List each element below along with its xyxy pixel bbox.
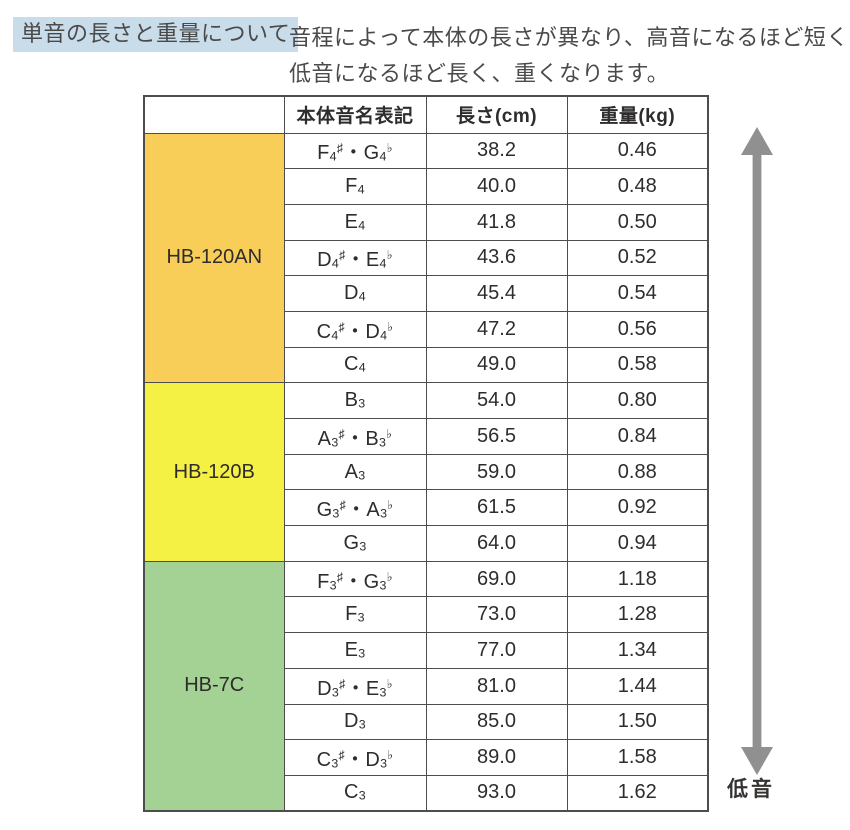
length-cell: 77.0 (425, 632, 568, 669)
description-line-2: 低音になるほど長く、重くなります。 (289, 61, 670, 86)
table-row: C3 93.0 1.62 (144, 774, 709, 812)
note-cell: F3♯・G3♭ (283, 560, 427, 598)
table-row: G3 64.0 0.94 (144, 525, 709, 562)
table-row: HB-7C F3♯・G3♭ 69.0 1.18 (143, 560, 709, 812)
spec-table: 本体音名表記 長さ(cm) 重量(kg) HB-120AN F4♯・G4♭ 38.2… (143, 95, 709, 813)
column-header-weight: 重量(kg) (566, 95, 709, 134)
length-cell: 59.0 (425, 453, 568, 491)
note-cell: G3 (283, 525, 427, 562)
length-cell: 45.4 (425, 275, 568, 312)
note-cell: C3 (283, 774, 427, 812)
length-cell: 69.0 (425, 560, 568, 598)
length-cell: 89.0 (425, 739, 568, 776)
column-header-length: 長さ(cm) (425, 95, 568, 134)
page-title: 単音の長さと重量について (13, 17, 299, 52)
length-cell: 73.0 (425, 596, 568, 634)
low-pitch-label: 低音 (727, 778, 775, 801)
length-cell: 61.5 (425, 489, 568, 527)
table-row: D3♯・E3♭ 81.0 1.44 (144, 667, 709, 705)
weight-cell: 0.80 (566, 382, 709, 419)
note-cell: A3♯・B3♭ (283, 418, 427, 455)
table-row: C3♯・D3♭ 89.0 1.58 (144, 739, 709, 776)
pitch-range-double-arrow-icon (741, 127, 773, 775)
table-row: A3 59.0 0.88 (144, 453, 709, 491)
table-row: E3 77.0 1.34 (144, 632, 709, 669)
note-cell: F4 (283, 168, 427, 205)
length-cell: 64.0 (425, 525, 568, 562)
weight-cell: 0.88 (566, 453, 709, 491)
length-cell: 54.0 (425, 382, 568, 419)
weight-cell: 1.62 (566, 774, 709, 812)
table-row: C4♯・D4♭ 47.2 0.56 (144, 310, 709, 348)
description-line-1: 音程によって本体の長さが異なり、高音になるほど短く、 (289, 25, 850, 50)
note-cell: G3♯・A3♭ (283, 489, 427, 527)
weight-cell: 1.18 (566, 560, 709, 598)
table-row: G3♯・A3♭ 61.5 0.92 (144, 489, 709, 527)
note-cell: C4 (283, 346, 427, 384)
table-row: A3♯・B3♭ 56.5 0.84 (144, 418, 709, 455)
note-cell: D3 (283, 703, 427, 741)
spec-table-container: 本体音名表記 長さ(cm) 重量(kg) HB-120AN F4♯・G4♭ 38.2… (143, 95, 709, 813)
weight-cell: 1.34 (566, 632, 709, 669)
note-cell: A3 (283, 453, 427, 491)
weight-cell: 1.58 (566, 739, 709, 776)
weight-cell: 0.54 (566, 275, 709, 312)
model-group-cell: HB-7C (143, 560, 285, 812)
note-cell: C4♯・D4♭ (283, 310, 427, 348)
note-cell: F3 (283, 596, 427, 634)
table-row: HB-120AN F4♯・G4♭ 38.2 0.46 (143, 132, 709, 384)
length-cell: 43.6 (425, 239, 568, 277)
note-cell: F4♯・G4♭ (283, 132, 427, 170)
weight-cell: 0.56 (566, 310, 709, 348)
length-cell: 93.0 (425, 774, 568, 812)
note-cell: B3 (283, 382, 427, 419)
length-cell: 47.2 (425, 310, 568, 348)
weight-cell: 1.50 (566, 703, 709, 741)
table-row: D4♯・E4♭ 43.6 0.52 (144, 239, 709, 277)
column-header-model (143, 95, 285, 134)
weight-cell: 0.48 (566, 168, 709, 205)
note-cell: D3♯・E3♭ (283, 667, 427, 705)
length-cell: 38.2 (425, 132, 568, 170)
description-text: 音程によって本体の長さが異なり、高音になるほど短く、 低音になるほど長く、重くな… (289, 20, 850, 92)
length-cell: 41.8 (425, 203, 568, 241)
weight-cell: 1.44 (566, 667, 709, 705)
note-cell: E4 (283, 203, 427, 241)
model-group-cell: HB-120B (143, 382, 285, 562)
length-cell: 85.0 (425, 703, 568, 741)
length-cell: 56.5 (425, 418, 568, 455)
note-cell: D4 (283, 275, 427, 312)
table-row: E4 41.8 0.50 (144, 203, 709, 241)
table-row: C4 49.0 0.58 (144, 346, 709, 384)
table-row: HB-120B B3 54.0 0.80 (143, 382, 709, 562)
weight-cell: 0.46 (566, 132, 709, 170)
weight-cell: 0.52 (566, 239, 709, 277)
table-row: F4 40.0 0.48 (144, 168, 709, 205)
weight-cell: 1.28 (566, 596, 709, 634)
table-row: D4 45.4 0.54 (144, 275, 709, 312)
length-cell: 49.0 (425, 346, 568, 384)
column-header-note: 本体音名表記 (283, 95, 427, 134)
model-group-cell: HB-120AN (143, 132, 285, 384)
weight-cell: 0.84 (566, 418, 709, 455)
length-cell: 81.0 (425, 667, 568, 705)
weight-cell: 0.50 (566, 203, 709, 241)
weight-cell: 0.92 (566, 489, 709, 527)
note-cell: E3 (283, 632, 427, 669)
note-cell: C3♯・D3♭ (283, 739, 427, 776)
table-row: F3 73.0 1.28 (144, 596, 709, 634)
weight-cell: 0.58 (566, 346, 709, 384)
length-cell: 40.0 (425, 168, 568, 205)
weight-cell: 0.94 (566, 525, 709, 562)
header-row: 本体音名表記 長さ(cm) 重量(kg) (143, 95, 709, 134)
note-cell: D4♯・E4♭ (283, 239, 427, 277)
